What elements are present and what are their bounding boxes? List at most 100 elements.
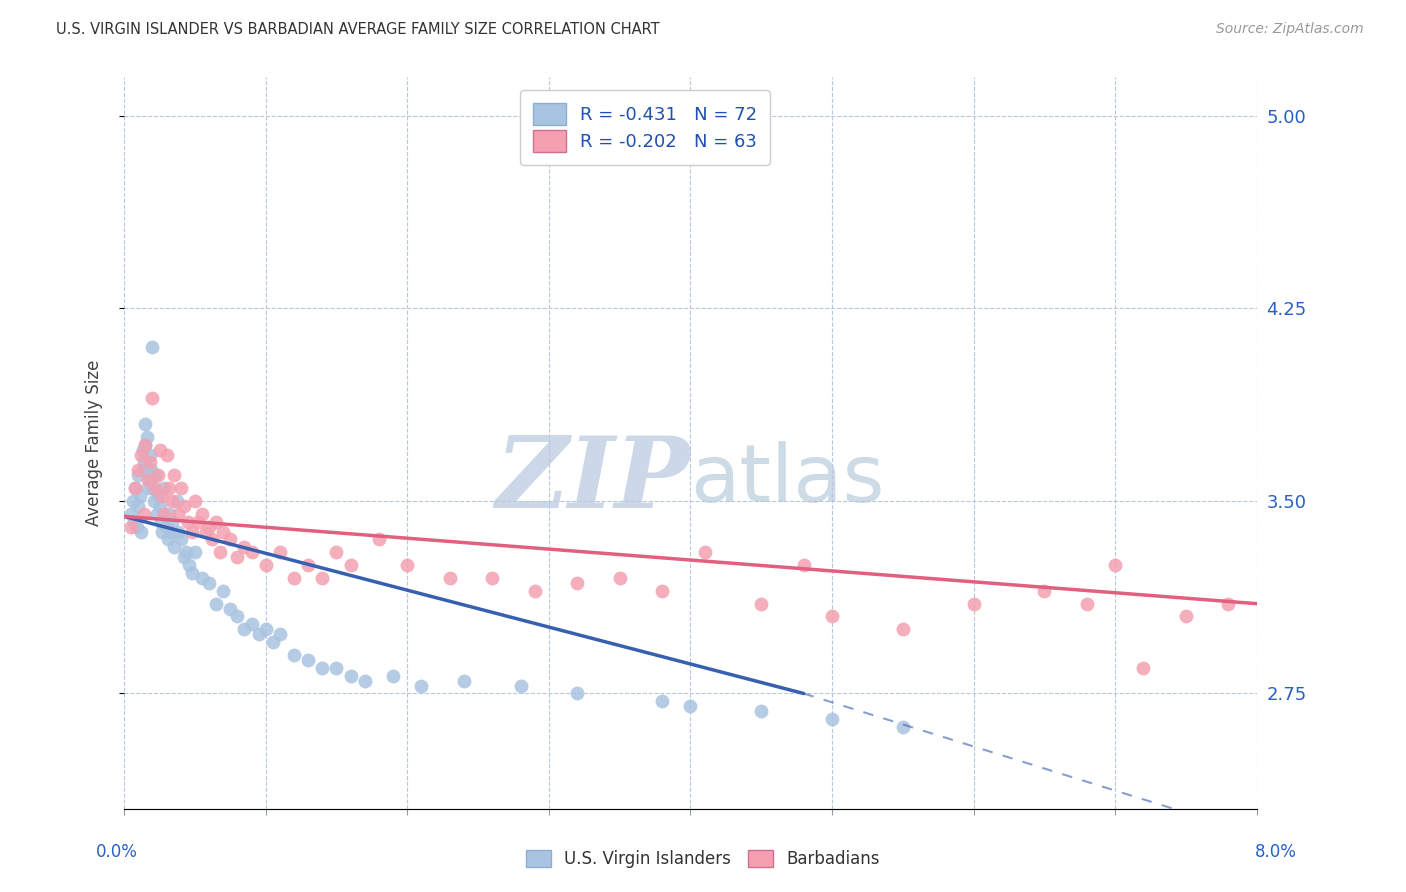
Point — [181, 524, 204, 539]
Point — [325, 545, 347, 559]
Point — [163, 468, 186, 483]
Point — [155, 448, 177, 462]
Point — [166, 494, 188, 508]
Point — [150, 489, 173, 503]
Point — [283, 648, 305, 662]
Point — [173, 499, 195, 513]
Point — [125, 519, 148, 533]
Point — [212, 583, 235, 598]
Point — [240, 617, 263, 632]
Point — [679, 699, 702, 714]
Point — [262, 635, 284, 649]
Point — [124, 481, 146, 495]
Point — [184, 545, 207, 559]
Point — [148, 499, 170, 513]
Point — [226, 550, 249, 565]
Point — [159, 481, 181, 495]
Point — [209, 545, 232, 559]
Point — [138, 455, 160, 469]
Point — [749, 597, 772, 611]
Point — [233, 540, 256, 554]
Point — [132, 507, 155, 521]
Point — [205, 515, 228, 529]
Point — [233, 623, 256, 637]
Point — [749, 705, 772, 719]
Point — [891, 720, 914, 734]
Point — [160, 524, 183, 539]
Point — [120, 507, 142, 521]
Text: 0.0%: 0.0% — [96, 843, 138, 861]
Point — [136, 481, 159, 495]
Point — [131, 442, 153, 457]
Point — [396, 558, 419, 573]
Point — [177, 515, 200, 529]
Point — [481, 571, 503, 585]
Point — [187, 515, 209, 529]
Point — [138, 474, 160, 488]
Text: U.S. VIRGIN ISLANDER VS BARBADIAN AVERAGE FAMILY SIZE CORRELATION CHART: U.S. VIRGIN ISLANDER VS BARBADIAN AVERAG… — [56, 22, 659, 37]
Point — [134, 417, 156, 431]
Point — [523, 583, 546, 598]
Point — [565, 686, 588, 700]
Legend: U.S. Virgin Islanders, Barbadians: U.S. Virgin Islanders, Barbadians — [519, 843, 887, 875]
Point — [651, 694, 673, 708]
Point — [129, 524, 152, 539]
Point — [411, 679, 433, 693]
Point — [139, 463, 162, 477]
Point — [891, 623, 914, 637]
Point — [132, 455, 155, 469]
Point — [141, 340, 163, 354]
Point — [127, 499, 149, 513]
Point — [212, 524, 235, 539]
Point — [141, 392, 163, 406]
Text: atlas: atlas — [690, 441, 884, 519]
Point — [152, 481, 174, 495]
Legend: R = -0.431   N = 72, R = -0.202   N = 63: R = -0.431 N = 72, R = -0.202 N = 63 — [520, 90, 769, 165]
Point — [1132, 661, 1154, 675]
Point — [167, 507, 190, 521]
Point — [141, 481, 163, 495]
Point — [565, 576, 588, 591]
Point — [368, 533, 391, 547]
Point — [146, 468, 169, 483]
Point — [609, 571, 631, 585]
Text: 8.0%: 8.0% — [1254, 843, 1296, 861]
Point — [1104, 558, 1126, 573]
Point — [129, 448, 152, 462]
Point — [240, 545, 263, 559]
Point — [150, 524, 173, 539]
Point — [297, 558, 319, 573]
Point — [173, 550, 195, 565]
Point — [283, 571, 305, 585]
Point — [152, 507, 174, 521]
Point — [121, 494, 143, 508]
Y-axis label: Average Family Size: Average Family Size — [86, 360, 103, 526]
Point — [170, 533, 193, 547]
Point — [195, 524, 218, 539]
Point — [198, 519, 221, 533]
Point — [201, 533, 224, 547]
Point — [135, 430, 157, 444]
Point — [162, 494, 184, 508]
Point — [138, 448, 160, 462]
Point — [124, 481, 146, 495]
Point — [509, 679, 531, 693]
Point — [821, 609, 844, 624]
Point — [311, 571, 333, 585]
Point — [651, 583, 673, 598]
Point — [146, 489, 169, 503]
Point — [219, 533, 242, 547]
Point — [143, 481, 166, 495]
Point — [122, 515, 145, 529]
Point — [131, 463, 153, 477]
Point — [247, 627, 270, 641]
Point — [159, 507, 181, 521]
Point — [128, 489, 150, 503]
Point — [205, 597, 228, 611]
Point — [157, 533, 180, 547]
Point — [181, 566, 204, 580]
Point — [219, 601, 242, 615]
Point — [269, 545, 291, 559]
Point — [297, 653, 319, 667]
Point — [821, 712, 844, 726]
